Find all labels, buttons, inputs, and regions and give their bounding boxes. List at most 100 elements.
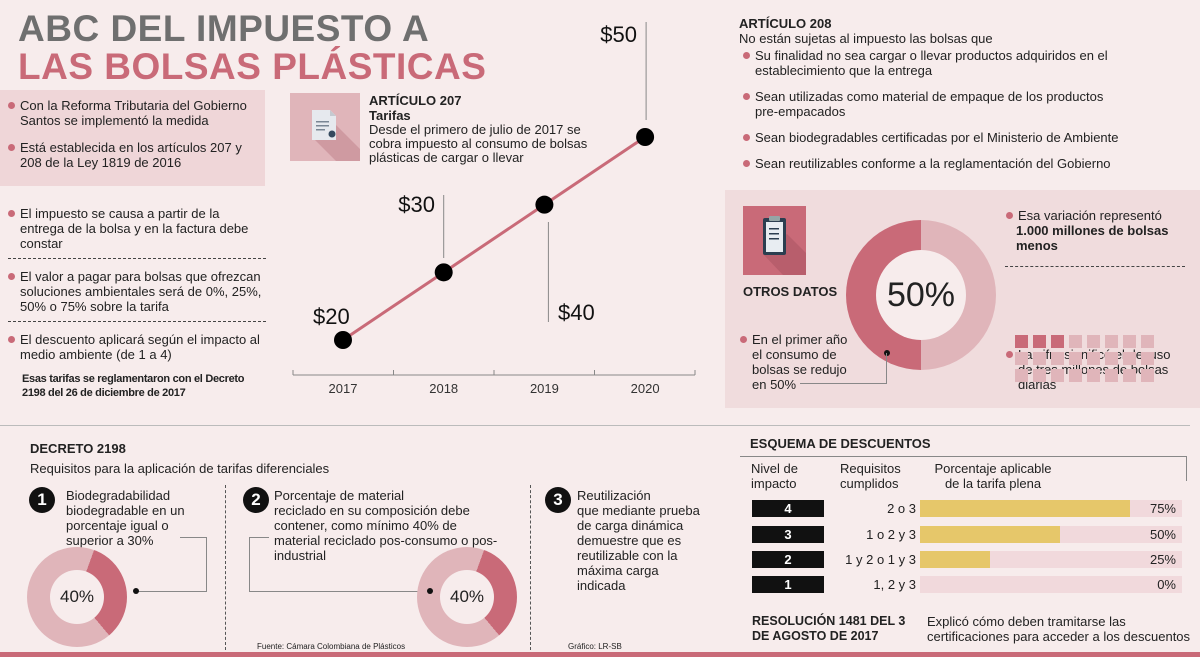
credit: Gráfico: LR-SB bbox=[568, 642, 622, 651]
bag-square bbox=[1123, 352, 1136, 365]
bag-square bbox=[1051, 352, 1064, 365]
pct-label: 25% bbox=[1149, 552, 1176, 567]
bag-square bbox=[1141, 352, 1154, 365]
articulo-208-intro: No están sujetas al impuesto las bolsas … bbox=[739, 31, 993, 46]
bag-square bbox=[1105, 369, 1118, 382]
x-tick-label: 2020 bbox=[631, 381, 660, 396]
requisitos-cell: 1, 2 y 3 bbox=[873, 577, 916, 592]
divider bbox=[8, 258, 266, 259]
title-line-1: ABC DEL IMPUESTO A bbox=[18, 8, 430, 49]
bag-square bbox=[1069, 352, 1082, 365]
pointer-line bbox=[206, 537, 207, 592]
requisito-1: Biodegradabilidad biodegradable en un po… bbox=[66, 488, 206, 548]
data-point bbox=[434, 263, 453, 282]
bag-square bbox=[1087, 369, 1100, 382]
pointer-line bbox=[886, 353, 887, 383]
reciclado-donut: 40% bbox=[417, 547, 517, 647]
divider bbox=[740, 456, 1187, 457]
bag-square bbox=[1141, 369, 1154, 382]
nivel-badge: 4 bbox=[752, 500, 824, 517]
bag-square bbox=[1141, 335, 1154, 348]
bag-square bbox=[1015, 335, 1028, 348]
bag-square bbox=[1123, 369, 1136, 382]
pct-bar-fill bbox=[920, 526, 1060, 543]
articulo-208-bullet: Su finalidad no sea cargar o llevar prod… bbox=[743, 48, 1123, 78]
pointer-line bbox=[800, 383, 887, 384]
table-row: 1 1, 2 y 3 0% bbox=[752, 576, 1182, 593]
data-label: $30 bbox=[398, 192, 435, 217]
pointer-line bbox=[249, 537, 269, 538]
bottom-bar bbox=[0, 652, 1200, 657]
number-badge: 3 bbox=[545, 487, 571, 513]
bag-square bbox=[1033, 369, 1046, 382]
otros-datos-heading: OTROS DATOS bbox=[743, 284, 838, 299]
note-right-1-bold: 1.000 millones de bolsas menos bbox=[1016, 223, 1169, 253]
requisito-2: Porcentaje de material reciclado en su c… bbox=[274, 488, 504, 563]
bag-square bbox=[1015, 369, 1028, 382]
pointer-line bbox=[249, 537, 250, 592]
bag-square bbox=[1069, 335, 1082, 348]
articulo-208-bullet: Sean utilizadas como material de empaque… bbox=[743, 89, 1123, 119]
pct-label: 0% bbox=[1157, 577, 1176, 592]
nivel-badge: 3 bbox=[752, 526, 824, 543]
bag-squares-grid bbox=[1015, 335, 1190, 382]
bag-square bbox=[1051, 369, 1064, 382]
bag-square bbox=[1105, 352, 1118, 365]
articulo-207-heading: ARTÍCULO 207 bbox=[369, 93, 462, 108]
series-line bbox=[342, 135, 646, 342]
reduction-donut: 50% bbox=[846, 220, 996, 370]
bag-square bbox=[1087, 352, 1100, 365]
bag-square bbox=[1033, 352, 1046, 365]
articulo-207-text: Desde el primero de julio de 2017 se cob… bbox=[369, 122, 588, 165]
x-tick-label: 2017 bbox=[329, 381, 358, 396]
pct-bar-track: 25% bbox=[920, 551, 1182, 568]
biodegradable-donut: 40% bbox=[27, 547, 127, 647]
document-icon bbox=[290, 93, 360, 161]
requisito-title: Porcentaje de material bbox=[274, 488, 405, 503]
pointer-dot bbox=[133, 588, 139, 594]
number-badge: 1 bbox=[29, 487, 55, 513]
data-point bbox=[535, 195, 554, 214]
pointer-line bbox=[137, 591, 207, 592]
divider bbox=[8, 321, 266, 322]
table-row: 3 1 o 2 y 3 50% bbox=[752, 526, 1182, 543]
pointer-dot bbox=[884, 350, 890, 356]
otros-note-left: En el primer año el consumo de bolsas se… bbox=[740, 332, 850, 392]
bag-square bbox=[1033, 335, 1046, 348]
left-bullet-list: El impuesto se causa a partir de la entr… bbox=[8, 206, 266, 400]
tarifas-line-chart: 2017 2018 2019 2020 $20 $30 $40 $50 bbox=[292, 22, 696, 396]
divider bbox=[1005, 266, 1185, 267]
pct-bar-track: 0% bbox=[920, 576, 1182, 593]
table-row: 4 2 o 3 75% bbox=[752, 500, 1182, 517]
requisito-3: Reutilización que mediante prueba de car… bbox=[577, 488, 707, 593]
requisito-title: Biodegradabilidad bbox=[66, 488, 171, 503]
pointer-line bbox=[249, 591, 429, 592]
left-bullet: El valor a pagar para bolsas que ofrezca… bbox=[8, 269, 266, 314]
bag-square bbox=[1015, 352, 1028, 365]
nivel-badge: 2 bbox=[752, 551, 824, 568]
divider bbox=[225, 485, 226, 650]
donut-label: 40% bbox=[50, 570, 104, 624]
data-label: $50 bbox=[600, 22, 637, 47]
intro-bullet: Con la Reforma Tributaria del Gobierno S… bbox=[8, 98, 265, 128]
requisitos-cell: 1 y 2 o 1 y 3 bbox=[845, 552, 916, 567]
data-point bbox=[334, 331, 352, 349]
divider bbox=[1186, 456, 1187, 481]
pct-label: 75% bbox=[1149, 501, 1176, 516]
bag-square bbox=[1123, 335, 1136, 348]
requisito-text: biodegradable en un porcentaje igual o s… bbox=[66, 503, 185, 548]
number-badge: 2 bbox=[243, 487, 269, 513]
requisito-text: que mediante prueba de carga dinámica de… bbox=[577, 503, 700, 593]
pct-bar-track: 50% bbox=[920, 526, 1182, 543]
left-note: Esas tarifas se reglamentaron con el Dec… bbox=[22, 373, 245, 399]
pct-bar-fill bbox=[920, 551, 990, 568]
pointer-dot bbox=[427, 588, 433, 594]
note-right-1-line: Esa variación representó bbox=[1006, 208, 1186, 223]
bag-square bbox=[1051, 335, 1064, 348]
pointer-line bbox=[180, 537, 207, 538]
col-header-nivel: Nivel de impacto bbox=[751, 461, 798, 491]
resolucion-text: Explicó cómo deben tramitarse las certif… bbox=[927, 614, 1191, 644]
descuentos-heading: ESQUEMA DE DESCUENTOS bbox=[750, 436, 931, 451]
bag-square bbox=[1105, 335, 1118, 348]
nivel-badge: 1 bbox=[752, 576, 824, 593]
